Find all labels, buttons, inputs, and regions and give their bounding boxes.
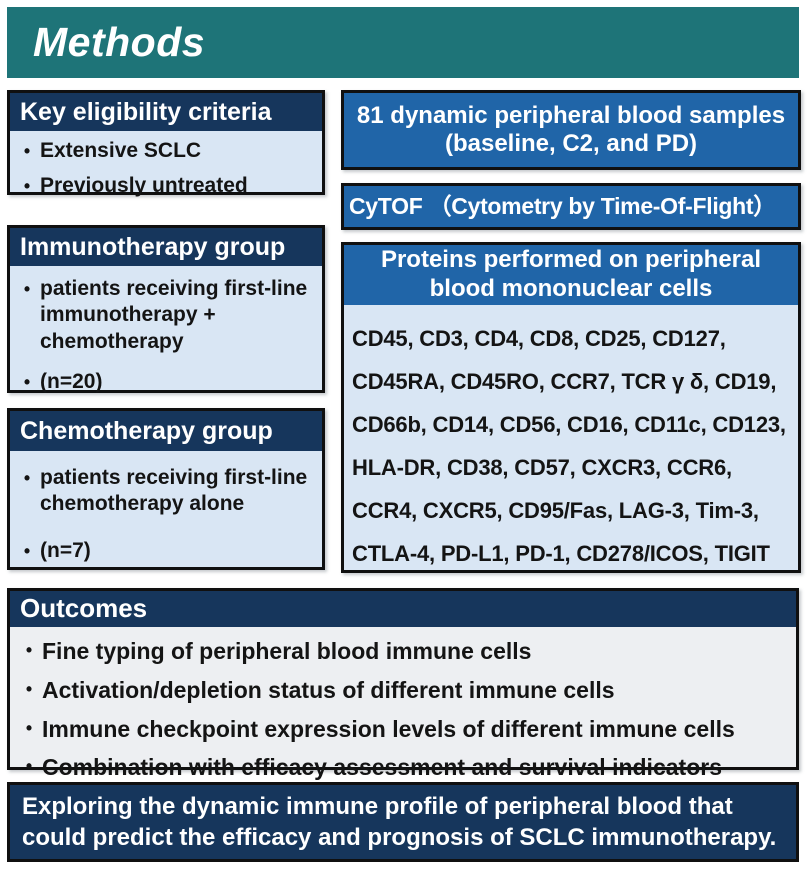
page-title: Methods <box>33 19 206 65</box>
immunotherapy-item-1: patients receiving first-line immunother… <box>40 277 308 353</box>
chemotherapy-group-header: Chemotherapy group <box>10 411 322 451</box>
proteins-header: Proteins performed on peripheral blood m… <box>344 245 798 305</box>
conclusion-box: Exploring the dynamic immune profile of … <box>7 782 799 862</box>
list-item: • Fine typing of peripheral blood immune… <box>16 637 786 666</box>
immunotherapy-group-body: • patients receiving first-line immunoth… <box>10 266 322 395</box>
proteins-body: CD45, CD3, CD4, CD8, CD25, CD127, CD45RA… <box>344 305 798 575</box>
cytof-box: CyTOF （Cytometry by Time-Of-Flight） <box>341 183 801 230</box>
list-item: • patients receiving first-line immunoth… <box>14 276 314 355</box>
bullet-icon: • <box>25 640 33 660</box>
key-eligibility-box: Key eligibility criteria • Extensive SCL… <box>7 90 325 197</box>
blood-samples-box: 81 dynamic peripheral blood samples (bas… <box>341 90 801 170</box>
methods-banner: Methods <box>7 7 799 78</box>
list-item: • (n=20) <box>14 369 314 395</box>
bullet-icon: • <box>23 279 31 299</box>
key-eligibility-body: • Extensive SCLC • Previously untreated <box>10 131 322 200</box>
protein-line-1: CD45, CD3, CD4, CD8, CD25, CD127, <box>352 326 726 351</box>
immunotherapy-group-box: Immunotherapy group • patients receiving… <box>7 225 325 393</box>
immunotherapy-group-header: Immunotherapy group <box>10 228 322 266</box>
outcomes-box: Outcomes • Fine typing of peripheral blo… <box>7 588 799 780</box>
bullet-icon: • <box>25 678 33 699</box>
bullet-icon: • <box>23 540 31 561</box>
list-item: • Activation/depletion status of differe… <box>16 676 786 705</box>
blood-samples-line-1: 81 dynamic peripheral blood samples <box>356 101 786 129</box>
blood-samples-line-2: (baseline, C2, and PD) <box>444 130 698 157</box>
chemotherapy-item-1: patients receiving first-line chemothera… <box>40 466 308 516</box>
key-eligibility-header: Key eligibility criteria <box>10 93 322 131</box>
list-item: • Previously untreated <box>14 173 314 199</box>
outcomes-body: • Fine typing of peripheral blood immune… <box>10 627 796 782</box>
list-item: • Immune checkpoint expression levels of… <box>16 715 786 744</box>
cytof-label: CyTOF （Cytometry by Time-Of-Flight） <box>349 192 776 219</box>
key-eligibility-header-label: Key eligibility criteria <box>20 97 272 126</box>
protein-line-3: CD66b, CD14, CD56, CD16, CD11c, CD123, <box>352 412 786 437</box>
eligibility-item-2: Previously untreated <box>40 174 248 198</box>
protein-line-4: HLA-DR, CD38, CD57, CXCR3, CCR6, <box>352 455 732 480</box>
proteins-header-line-2: blood mononuclear cells <box>429 275 713 302</box>
proteins-header-line-1: Proteins performed on peripheral <box>380 246 762 274</box>
protein-line-2: CD45RA, CD45RO, CCR7, TCR γ δ, CD19, <box>352 369 777 394</box>
bullet-icon: • <box>23 371 31 392</box>
bullet-icon: • <box>23 468 31 488</box>
list-item: • patients receiving first-line chemothe… <box>14 465 314 518</box>
protein-line-6: CTLA-4, PD-L1, PD-1, CD278/ICOS, TIGIT <box>352 541 770 566</box>
bullet-icon: • <box>25 756 33 777</box>
proteins-box: Proteins performed on peripheral blood m… <box>341 242 801 573</box>
outcomes-item-1: Fine typing of peripheral blood immune c… <box>42 638 532 664</box>
protein-line-5: CCR4, CXCR5, CD95/Fas, LAG-3, Tim-3, <box>352 498 759 523</box>
conclusion-line-2: could predict the efficacy and prognosis… <box>22 824 777 851</box>
immunotherapy-group-header-label: Immunotherapy group <box>20 232 286 261</box>
immunotherapy-item-2: (n=20) <box>40 369 103 393</box>
chemotherapy-group-box: Chemotherapy group • patients receiving … <box>7 408 325 570</box>
chemotherapy-group-header-label: Chemotherapy group <box>20 416 273 445</box>
list-item: • Combination with efficacy assessment a… <box>16 753 786 782</box>
bullet-icon: • <box>23 141 31 161</box>
chemotherapy-group-body: • patients receiving first-line chemothe… <box>10 451 322 564</box>
outcomes-header: Outcomes <box>10 591 796 627</box>
bullet-icon: • <box>25 717 33 738</box>
conclusion-line-1: Exploring the dynamic immune profile of … <box>22 792 733 820</box>
eligibility-item-1: Extensive SCLC <box>40 139 202 162</box>
outcomes-item-3: Immune checkpoint expression levels of d… <box>42 715 735 742</box>
list-item: • Extensive SCLC <box>14 138 314 164</box>
list-item: • (n=7) <box>14 538 314 564</box>
outcomes-header-label: Outcomes <box>20 593 148 624</box>
outcomes-item-4: Combination with efficacy assessment and… <box>42 754 722 781</box>
bullet-icon: • <box>23 176 31 197</box>
chemotherapy-item-2: (n=7) <box>40 538 91 562</box>
outcomes-item-2: Activation/depletion status of different… <box>42 676 615 703</box>
